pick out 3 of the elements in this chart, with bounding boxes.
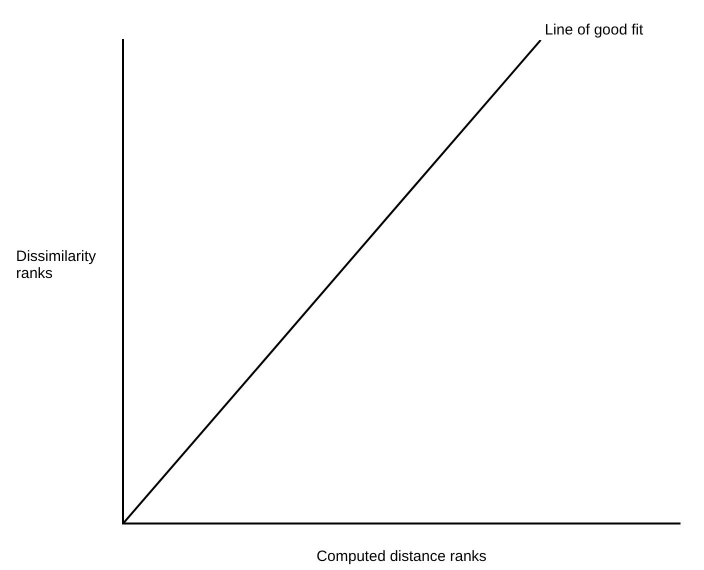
y-axis-title: Dissimilarity ranks (16, 248, 97, 282)
x-axis-title: Computed distance ranks (316, 548, 487, 566)
text: Line of good fit (544, 22, 644, 39)
